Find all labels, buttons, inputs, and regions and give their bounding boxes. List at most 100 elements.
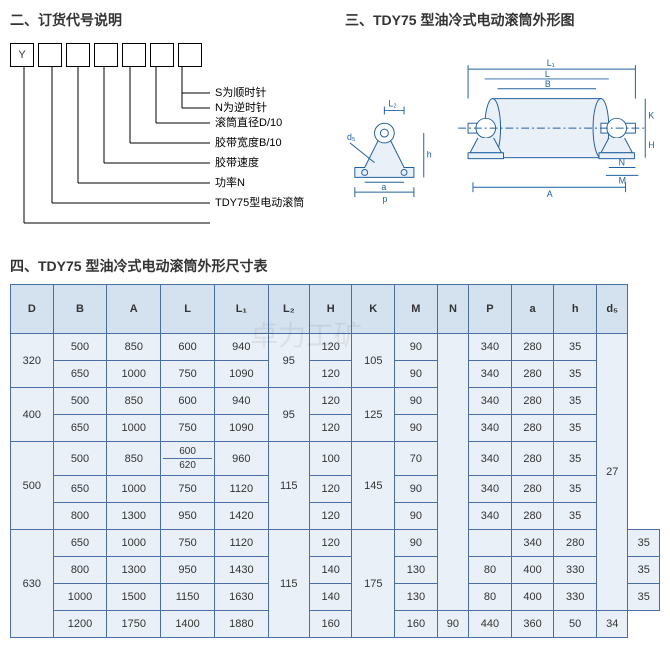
cell-A: 1750: [107, 611, 161, 638]
cell-L: 950: [161, 503, 215, 530]
cell-M: 90: [395, 476, 438, 503]
cell-L: 750: [161, 361, 215, 388]
table-row: 32050085060094095120105903402803527: [11, 334, 660, 361]
cell-K: 175: [352, 530, 395, 638]
cell-a: 280: [554, 530, 597, 557]
cell-N: [469, 530, 512, 557]
cell-a: 280: [511, 442, 554, 476]
cell-H: 160: [309, 611, 352, 638]
cell-L: 950: [161, 557, 215, 584]
cell-L2: 95: [268, 334, 309, 388]
col-header: K: [352, 285, 395, 334]
cell-L1: 1090: [214, 415, 268, 442]
cell-B: 650: [53, 530, 107, 557]
cell-L1: 960: [214, 442, 268, 476]
cell-L: 750: [161, 530, 215, 557]
cell-L1: 1120: [214, 530, 268, 557]
cell-L: 600: [161, 334, 215, 361]
cell-K: 145: [352, 442, 395, 530]
outline-drawing: p a h L₂ d₅: [345, 38, 660, 241]
svg-text:L₂: L₂: [388, 99, 396, 109]
cell-N: 80: [469, 557, 512, 584]
cell-H: 120: [309, 388, 352, 415]
cell-M: 90: [395, 361, 438, 388]
cell-L1: 940: [214, 334, 268, 361]
cell-P: 340: [469, 334, 512, 361]
cell-L1: 1420: [214, 503, 268, 530]
cell-d5: 27: [596, 334, 627, 611]
svg-text:H: H: [648, 140, 654, 150]
svg-text:a: a: [381, 182, 386, 192]
section2-title: 二、订货代号说明: [10, 10, 325, 30]
cell-L1: 940: [214, 388, 268, 415]
cell-a: 280: [511, 476, 554, 503]
svg-text:N为逆时针: N为逆时针: [215, 100, 267, 114]
cell-N: 80: [469, 584, 512, 611]
table-row: 10001500115016301401308040033035: [11, 584, 660, 611]
cell-h: 35: [554, 388, 597, 415]
cell-D: 400: [11, 388, 54, 442]
cell-M: 90: [395, 388, 438, 415]
cell-D: 500: [11, 442, 54, 530]
cell-A: 850: [107, 442, 161, 476]
cell-h: 35: [554, 476, 597, 503]
table-row: 800130095014201209034028035: [11, 503, 660, 530]
col-header: D: [11, 285, 54, 334]
cell-B: 800: [53, 557, 107, 584]
cell-h: 35: [628, 584, 660, 611]
col-header: H: [309, 285, 352, 334]
cell-P: 400: [511, 557, 554, 584]
cell-B: 650: [53, 476, 107, 503]
col-header: d₅: [596, 285, 627, 334]
cell-D: 320: [11, 334, 54, 388]
table-row: 5005008506006209601151001457034028035: [11, 442, 660, 476]
cell-a: 280: [511, 415, 554, 442]
cell-L: 600: [161, 388, 215, 415]
cell-L: 600620: [161, 442, 215, 476]
cell-B: 800: [53, 503, 107, 530]
cell-P: 340: [469, 388, 512, 415]
svg-text:K: K: [648, 110, 654, 120]
cell-h: 50: [554, 611, 597, 638]
svg-text:N: N: [619, 158, 625, 168]
col-header: h: [554, 285, 597, 334]
cell-H: 120: [309, 503, 352, 530]
cell-P: 340: [469, 361, 512, 388]
cell-A: 1000: [107, 415, 161, 442]
order-lines: S为顺时针 N为逆时针 滚筒直径D/10 胶带宽度B/10 胶带速度 功率N T…: [10, 38, 330, 228]
col-header: L: [161, 285, 215, 334]
cell-H: 120: [309, 361, 352, 388]
table-row: 650100075010901209034028035: [11, 361, 660, 388]
cell-h: 35: [554, 334, 597, 361]
cell-A: 1300: [107, 503, 161, 530]
cell-A: 1500: [107, 584, 161, 611]
svg-text:S为顺时针: S为顺时针: [215, 85, 266, 99]
cell-L1: 1630: [214, 584, 268, 611]
svg-text:B: B: [545, 79, 551, 89]
col-header: a: [511, 285, 554, 334]
svg-text:L₁: L₁: [547, 58, 555, 68]
col-header: M: [395, 285, 438, 334]
section4-title: 四、TDY75 型油冷式电动滚筒外形尺寸表: [10, 256, 660, 276]
cell-P: 340: [469, 442, 512, 476]
col-header: L₁: [214, 285, 268, 334]
cell-a: 280: [511, 334, 554, 361]
cell-h: 35: [628, 557, 660, 584]
cell-N: [437, 334, 468, 611]
cell-h: 35: [554, 415, 597, 442]
order-code-diagram: Y S为顺时针 N为: [10, 38, 325, 228]
cell-M: 90: [395, 334, 438, 361]
svg-text:功率N: 功率N: [215, 175, 245, 189]
cell-M: 130: [395, 584, 438, 611]
cell-A: 850: [107, 334, 161, 361]
cell-a: 360: [511, 611, 554, 638]
table-row: 800130095014301401308040033035: [11, 557, 660, 584]
cell-L: 750: [161, 415, 215, 442]
cell-D: 630: [11, 530, 54, 638]
cell-a: 280: [511, 361, 554, 388]
cell-H: 120: [309, 334, 352, 361]
cell-a: 330: [554, 557, 597, 584]
cell-h: 35: [554, 442, 597, 476]
svg-text:d₅: d₅: [347, 132, 356, 142]
table-row: 650100075010901209034028035: [11, 415, 660, 442]
